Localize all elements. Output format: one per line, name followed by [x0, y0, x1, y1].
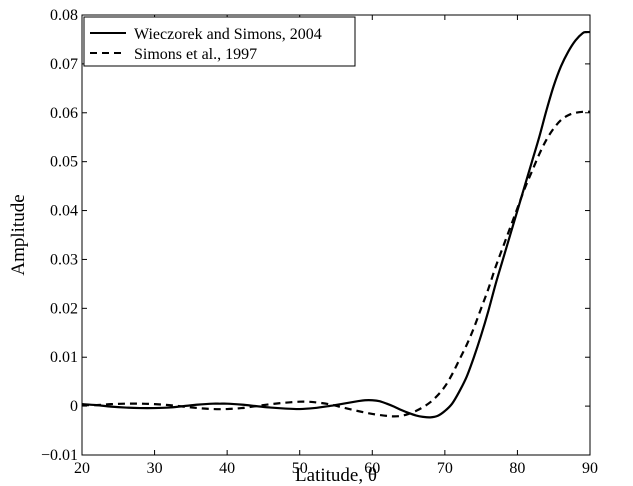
x-tick-label-3: 50 [292, 460, 308, 477]
legend-box [83, 16, 356, 67]
plot-background [82, 15, 590, 455]
series-layer [82, 30, 590, 419]
series-line-0 [82, 30, 590, 419]
legend-label-wieczorek: Wieczorek and Simons, 2004 [134, 26, 322, 43]
x-tick-label-5: 70 [437, 460, 453, 477]
y-tick-label-3: 0.02 [50, 300, 78, 317]
x-tick-label-2: 40 [219, 460, 235, 477]
y-tick-label-5: 0.04 [50, 203, 78, 220]
plot-frame [81, 14, 591, 456]
x-tick-label-0: 20 [74, 460, 90, 477]
y-tick-label-6: 0.05 [50, 154, 78, 171]
axis-tick-labels: 20 30 40 50 60 70 80 90 −0.01 0 0.01 0.02 0.03 0.04 0.… [41, 7, 598, 477]
x-tick-label-1: 30 [147, 460, 163, 477]
x-tick-label-6: 80 [509, 460, 525, 477]
y-tick-label-7: 0.06 [50, 105, 78, 122]
y-tick-label-0: −0.01 [41, 447, 78, 464]
y-tick-label-2: 0.01 [50, 349, 78, 366]
legend: Wieczorek and Simons, 2004 Simons et al.… [83, 16, 356, 67]
y-tick-label-9: 0.08 [50, 7, 78, 24]
series-line-1 [82, 110, 590, 418]
x-tick-label-7: 90 [582, 460, 598, 477]
y-tick-label-4: 0.03 [50, 251, 78, 268]
x-tick-label-4: 60 [364, 460, 380, 477]
y-tick-label-1: 0 [70, 398, 78, 415]
y-axis-label: Amplitude [8, 194, 29, 275]
legend-label-simons: Simons et al., 1997 [134, 46, 257, 63]
y-tick-label-8: 0.07 [50, 56, 78, 73]
x-axis-label: Latitude, θ [295, 465, 377, 486]
